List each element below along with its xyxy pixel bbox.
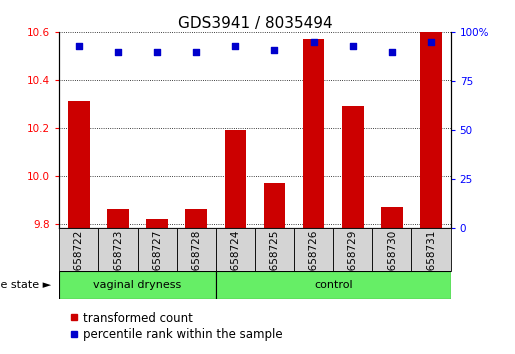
Bar xyxy=(333,228,372,271)
Text: GSM658729: GSM658729 xyxy=(348,230,358,293)
Point xyxy=(231,43,239,48)
Point xyxy=(270,47,279,52)
Bar xyxy=(177,228,216,271)
Bar xyxy=(255,228,294,271)
Bar xyxy=(107,209,129,228)
Bar xyxy=(59,271,216,299)
Bar xyxy=(303,39,324,228)
Text: GSM658722: GSM658722 xyxy=(74,230,84,293)
Point xyxy=(388,49,396,55)
Bar xyxy=(138,228,177,271)
Text: vaginal dryness: vaginal dryness xyxy=(93,280,182,290)
Text: GSM658728: GSM658728 xyxy=(191,230,201,293)
Text: GSM658727: GSM658727 xyxy=(152,230,162,293)
Bar xyxy=(420,32,442,228)
Point xyxy=(349,43,357,48)
Point xyxy=(427,39,435,45)
Text: GSM658731: GSM658731 xyxy=(426,230,436,293)
Bar xyxy=(59,228,98,271)
Text: GSM658724: GSM658724 xyxy=(230,230,241,293)
Bar xyxy=(146,219,168,228)
Bar xyxy=(381,207,403,228)
Bar xyxy=(216,271,451,299)
Bar xyxy=(264,183,285,228)
Text: GSM658723: GSM658723 xyxy=(113,230,123,293)
Point xyxy=(192,49,200,55)
Point xyxy=(310,39,318,45)
Text: control: control xyxy=(314,280,352,290)
Bar xyxy=(225,130,246,228)
Bar xyxy=(185,209,207,228)
Bar xyxy=(372,228,411,271)
Title: GDS3941 / 8035494: GDS3941 / 8035494 xyxy=(178,16,332,31)
Bar xyxy=(294,228,333,271)
Text: GSM658725: GSM658725 xyxy=(269,230,280,293)
Text: disease state ►: disease state ► xyxy=(0,280,52,290)
Point xyxy=(153,49,161,55)
Bar xyxy=(216,228,255,271)
Bar xyxy=(342,106,364,228)
Text: GSM658726: GSM658726 xyxy=(308,230,319,293)
Point xyxy=(75,43,83,48)
Legend: transformed count, percentile rank within the sample: transformed count, percentile rank withi… xyxy=(65,307,287,346)
Text: GSM658730: GSM658730 xyxy=(387,230,397,293)
Bar xyxy=(68,101,90,228)
Bar xyxy=(98,228,138,271)
Bar xyxy=(411,228,451,271)
Point xyxy=(114,49,122,55)
